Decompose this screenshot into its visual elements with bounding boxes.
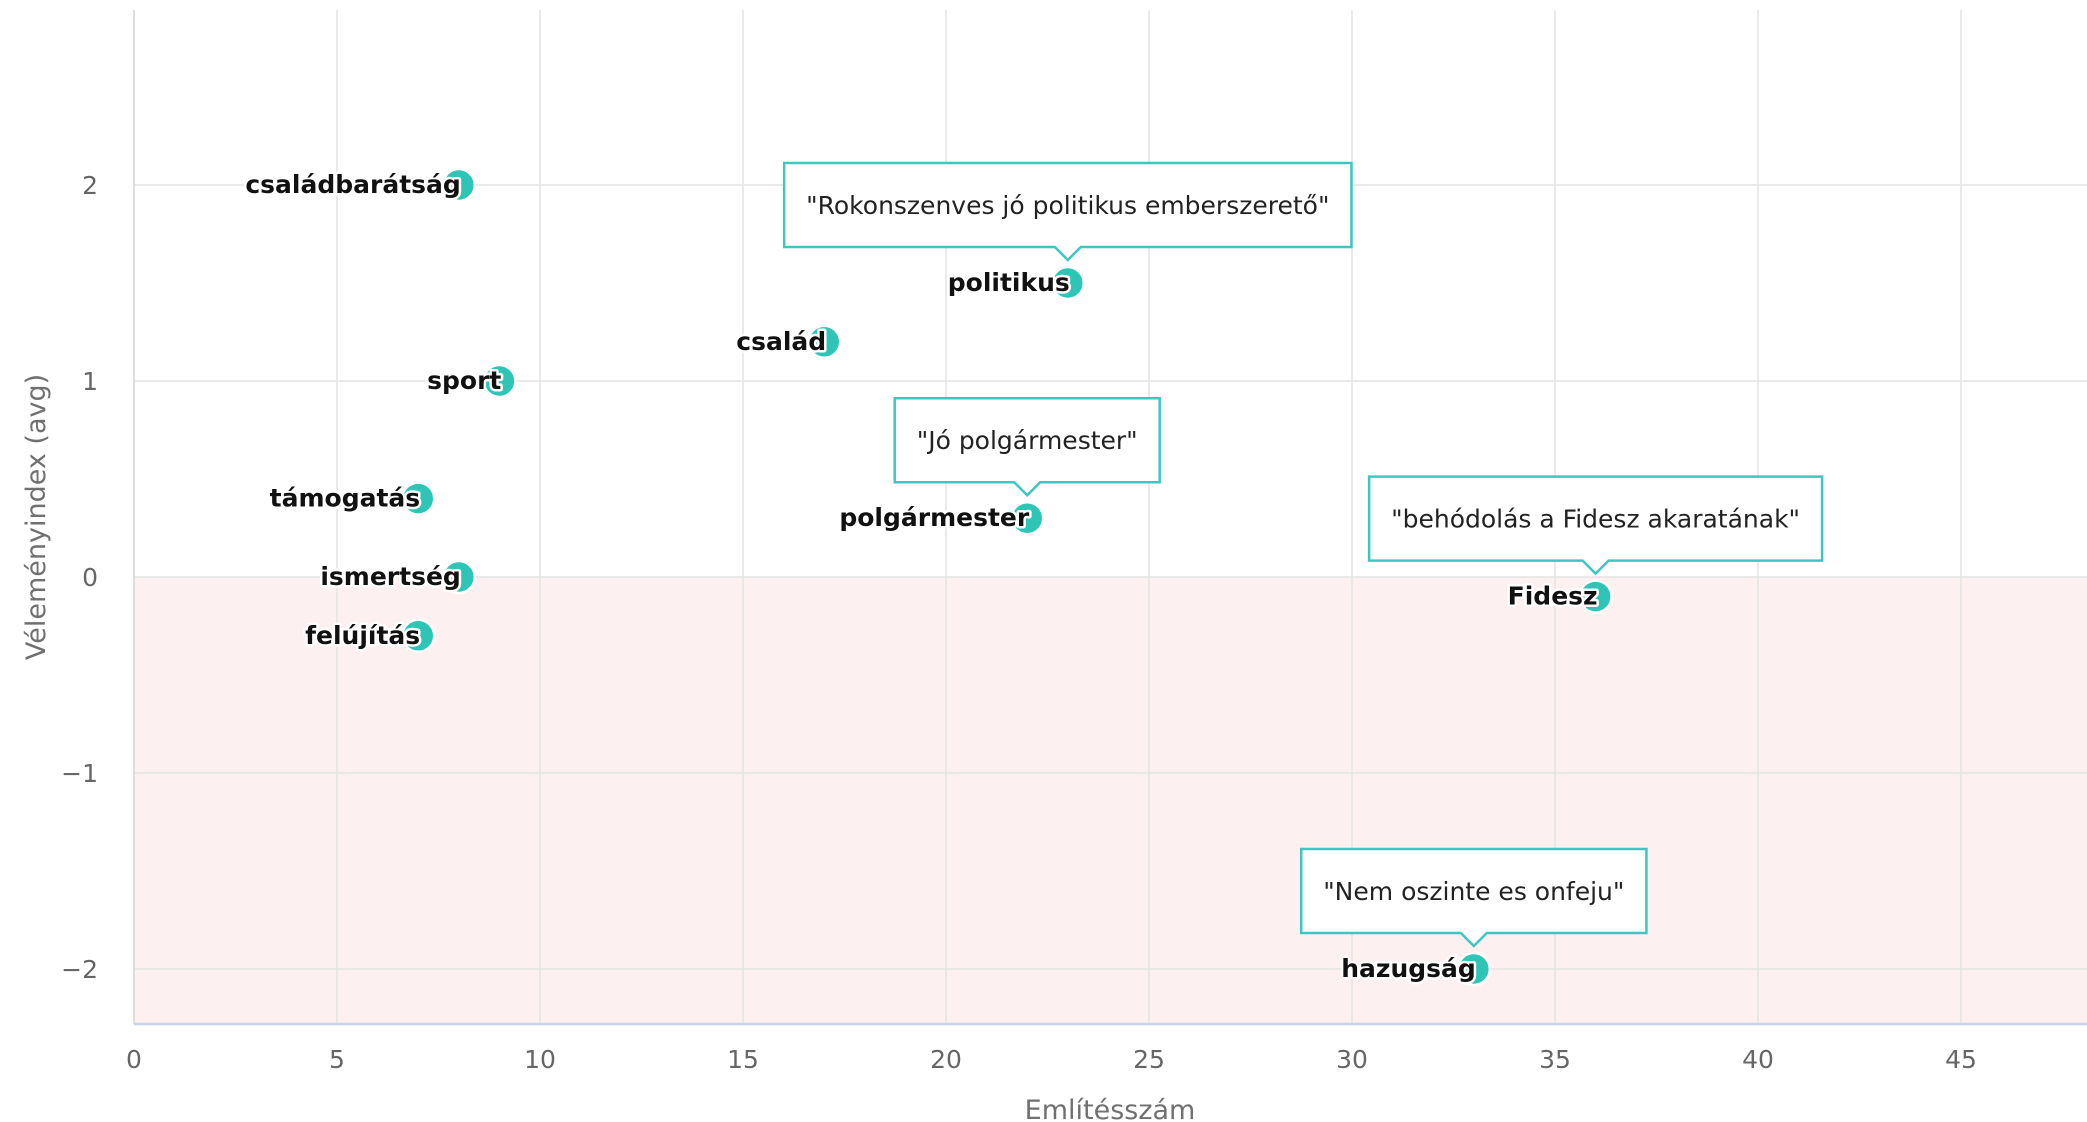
x-tick-label: 5 [329, 1045, 345, 1074]
data-point[interactable] [1456, 951, 1492, 987]
x-tick-label: 15 [727, 1045, 759, 1074]
x-tick-label: 45 [1945, 1045, 1977, 1074]
x-tick-label: 40 [1742, 1045, 1774, 1074]
y-axis-title: Véleményindex (avg) [21, 374, 52, 660]
data-label: Fidesz [1508, 582, 1598, 611]
callout-text: "behódolás a Fidesz akaratának" [1391, 505, 1800, 534]
callout-box [893, 396, 1161, 497]
x-tick-label: 20 [930, 1045, 962, 1074]
data-label: politikus [948, 268, 1070, 297]
x-tick-label: 30 [1336, 1045, 1368, 1074]
data-label: ismertség [320, 562, 460, 591]
callout-box [782, 161, 1353, 262]
callout: "Jó polgármester" [893, 396, 1161, 497]
data-label: hazugság [1341, 954, 1476, 983]
y-tick-label: −1 [61, 759, 98, 788]
data-label: család [736, 327, 826, 356]
data-point[interactable] [806, 324, 842, 360]
data-label: családbarátság [245, 170, 460, 199]
y-tick-label: 2 [82, 171, 98, 200]
callout: "Rokonszenves jó politikus emberszerető" [782, 161, 1353, 262]
y-tick-label: −2 [61, 955, 98, 984]
callout: "Nem oszinte es onfeju" [1299, 847, 1648, 948]
data-point[interactable] [400, 618, 436, 654]
data-point[interactable] [482, 363, 517, 399]
data-point[interactable] [400, 481, 436, 516]
data-point[interactable] [1050, 265, 1086, 301]
x-tick-label: 10 [524, 1045, 556, 1074]
data-label: támogatás [270, 484, 421, 513]
callout-text: "Jó polgármester" [917, 426, 1138, 455]
negative-region [134, 577, 2087, 1024]
data-point[interactable] [1009, 500, 1045, 536]
callout-text: "Rokonszenves jó politikus emberszerető" [806, 191, 1329, 220]
x-tick-label: 25 [1133, 1045, 1165, 1074]
callouts-layer: "Rokonszenves jó politikus emberszerető"… [782, 161, 1824, 948]
callout-box [1367, 475, 1824, 576]
axes-layer: 0 5 10 15 20 25 30 35 40 45 −2 −1 0 1 2 Említésszám Véle… [21, 10, 2087, 1122]
data-point[interactable] [1578, 579, 1613, 614]
callout: "behódolás a Fidesz akaratának" [1367, 475, 1824, 576]
data-label: felújítás [305, 621, 420, 650]
background-layer [134, 577, 2087, 1024]
labels-layer: családbarátság politikus család sport polgár… [243, 168, 1600, 986]
callout-box [1299, 847, 1648, 948]
data-point[interactable] [441, 559, 477, 595]
x-axis-title: Említésszám [1025, 1095, 1196, 1122]
y-tick-label: 1 [82, 367, 98, 396]
data-point[interactable] [441, 167, 477, 203]
callout-text: "Nem oszinte es onfeju" [1323, 877, 1624, 906]
y-tick-label: 0 [82, 563, 98, 592]
x-tick-label: 0 [126, 1045, 142, 1074]
data-label: sport [427, 366, 501, 395]
data-label: polgármester [839, 503, 1030, 532]
x-tick-label: 35 [1539, 1045, 1571, 1074]
points-layer [400, 167, 1613, 987]
